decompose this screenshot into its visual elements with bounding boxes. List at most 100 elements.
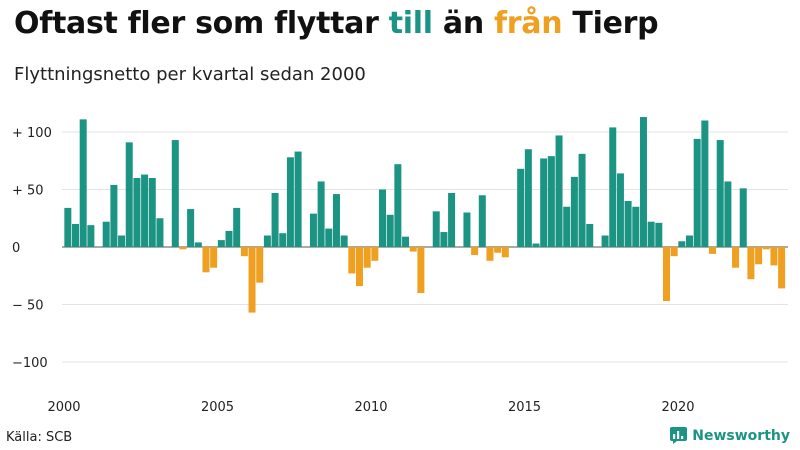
title-till: till xyxy=(388,6,433,41)
bar xyxy=(194,242,202,247)
newsworthy-logo-icon xyxy=(670,427,688,444)
bar xyxy=(72,224,80,247)
bar xyxy=(586,224,594,247)
bar xyxy=(156,218,164,247)
bar xyxy=(187,209,195,247)
bar xyxy=(102,221,110,247)
bar xyxy=(540,158,548,247)
bar xyxy=(724,181,732,247)
title-part1: Oftast fler som flyttar xyxy=(14,6,389,41)
bar xyxy=(563,206,571,247)
bar xyxy=(678,241,686,247)
bar xyxy=(609,127,617,247)
bar xyxy=(448,192,456,247)
bar xyxy=(279,233,287,247)
bar xyxy=(632,206,640,247)
bar xyxy=(547,156,555,247)
bar xyxy=(471,247,479,256)
bar xyxy=(133,178,141,247)
source-note: Källa: SCB xyxy=(6,430,73,445)
y-tick-label: − 50 xyxy=(12,299,44,314)
bar xyxy=(762,247,770,250)
bar xyxy=(294,151,302,247)
bar xyxy=(755,247,763,265)
bar xyxy=(778,247,786,289)
x-axis-ticks: 2000 2005 2010 2015 2020 xyxy=(47,400,694,415)
bar xyxy=(240,247,248,257)
bar xyxy=(555,135,563,247)
bar xyxy=(202,247,210,273)
bar xyxy=(578,153,586,247)
bar xyxy=(355,247,363,287)
bar xyxy=(379,189,387,247)
x-tick-label: 2015 xyxy=(508,400,541,415)
x-tick-label: 2000 xyxy=(47,400,80,415)
bar xyxy=(486,247,494,261)
chart-title: Oftast fler som flyttar till än från Tie… xyxy=(14,6,659,41)
bar xyxy=(332,194,340,247)
bar xyxy=(494,247,502,253)
y-tick-label: 0 xyxy=(12,241,20,256)
bar xyxy=(478,195,486,247)
bar xyxy=(524,149,532,247)
bar xyxy=(64,207,72,247)
bar xyxy=(286,157,294,247)
title-part2: Tierp xyxy=(562,6,659,41)
brand-name: Newsworthy xyxy=(692,427,790,444)
chart-subtitle: Flyttningsnetto per kvartal sedan 2000 xyxy=(14,64,366,85)
bar xyxy=(363,247,371,268)
brand: Newsworthy xyxy=(670,427,790,444)
bar xyxy=(217,240,225,247)
y-tick-label: + 50 xyxy=(12,184,44,199)
bar xyxy=(701,120,709,247)
bar xyxy=(432,211,440,247)
bar xyxy=(662,247,670,302)
bar xyxy=(709,247,717,254)
bar xyxy=(256,247,264,283)
bar xyxy=(601,235,609,247)
bar xyxy=(171,140,179,247)
bar xyxy=(693,138,701,247)
title-fran: från xyxy=(494,6,563,41)
bar xyxy=(517,168,525,247)
bar xyxy=(616,173,624,247)
bar xyxy=(417,247,425,293)
y-tick-label: −100 xyxy=(12,356,48,371)
title-mid: än xyxy=(432,6,495,41)
bar xyxy=(179,247,187,250)
bar xyxy=(463,212,471,247)
bar xyxy=(309,213,317,247)
bar xyxy=(686,235,694,247)
bar xyxy=(624,201,632,247)
bar xyxy=(371,247,379,261)
bar xyxy=(770,247,778,266)
bar xyxy=(732,247,740,268)
bar xyxy=(348,247,356,274)
x-tick-label: 2005 xyxy=(201,400,234,415)
bar xyxy=(670,247,678,257)
bar xyxy=(386,214,394,247)
bar xyxy=(440,232,448,247)
bars xyxy=(64,117,786,313)
bar xyxy=(532,243,540,247)
bar xyxy=(271,192,279,247)
bar xyxy=(87,225,95,247)
bar xyxy=(118,235,126,247)
bar xyxy=(248,247,256,313)
x-tick-label: 2010 xyxy=(354,400,387,415)
bar xyxy=(125,142,133,247)
y-axis-ticks: + 100 + 50 0 − 50 −100 xyxy=(12,126,52,371)
bar xyxy=(647,221,655,247)
bar xyxy=(747,247,755,280)
bar xyxy=(317,181,325,247)
bar xyxy=(570,176,578,247)
bar xyxy=(210,247,218,268)
bar xyxy=(225,230,233,247)
bar xyxy=(263,235,271,247)
bar xyxy=(141,174,149,247)
y-tick-label: + 100 xyxy=(12,126,52,141)
bar xyxy=(639,117,647,247)
bar xyxy=(739,188,747,247)
bar xyxy=(233,207,241,247)
